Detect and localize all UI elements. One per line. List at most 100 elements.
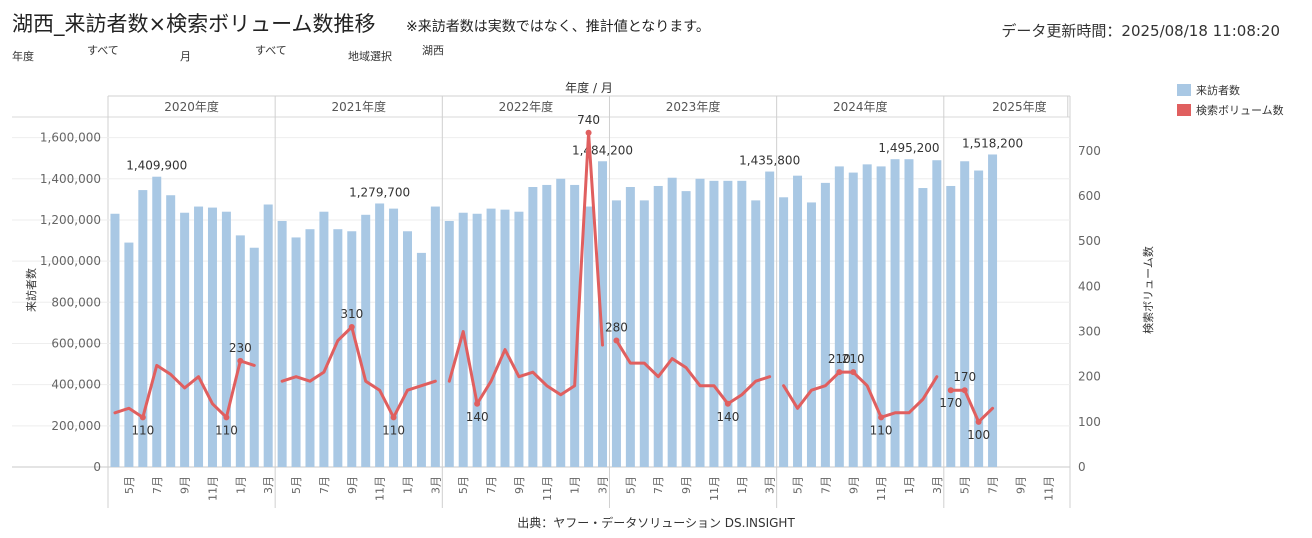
visitor-bar — [430, 206, 440, 467]
visitor-data-label: 1,495,200 — [878, 141, 939, 155]
visitor-bar — [570, 184, 580, 468]
visitor-bar — [806, 202, 816, 468]
y-left-tick-label: 400,000 — [51, 378, 101, 392]
year-header-label: 2021年度 — [331, 99, 386, 114]
search-data-label: 280 — [605, 321, 628, 335]
search-point — [850, 369, 857, 376]
update-time: データ更新時間：2025/08/18 11:08:20 — [1001, 20, 1280, 41]
visitor-bar — [166, 195, 176, 467]
search-point — [975, 418, 982, 425]
x-month-tick-label: 3月 — [262, 476, 275, 494]
legend-item-search[interactable]: 検索ボリューム数 — [1177, 100, 1284, 120]
x-month-tick-label: 5月 — [959, 476, 972, 494]
visitor-bar — [263, 204, 273, 467]
visitor-bar — [848, 172, 858, 467]
visitor-bar — [932, 160, 942, 467]
x-month-tick-label: 7月 — [485, 476, 498, 494]
page-title: 湖西_来訪者数×検索ボリューム数推移 — [12, 12, 376, 36]
x-month-tick-label: 11月 — [875, 476, 888, 501]
legend-label-visitors: 来訪者数 — [1196, 84, 1240, 97]
top-axis-title: 年度 / 月 — [565, 80, 613, 95]
visitor-bar — [667, 177, 677, 467]
visitor-bar — [361, 214, 371, 467]
x-month-tick-label: 7月 — [318, 476, 331, 494]
x-month-tick-label: 1月 — [903, 476, 916, 494]
x-month-tick-label: 7月 — [151, 476, 164, 494]
visitor-bar — [249, 247, 259, 467]
search-data-label: 110 — [131, 423, 154, 437]
visitor-bar — [779, 197, 789, 467]
y-left-tick-label: 1,000,000 — [40, 254, 101, 268]
legend-item-visitors[interactable]: 来訪者数 — [1177, 80, 1284, 100]
search-data-label: 110 — [215, 423, 238, 437]
search-data-label: 740 — [577, 113, 600, 127]
visitor-bar — [305, 229, 315, 467]
visitor-bar — [542, 184, 552, 468]
visitor-bar — [556, 178, 566, 467]
search-point — [836, 369, 843, 376]
y-right-tick-label: 300 — [1078, 325, 1101, 339]
search-volume-line — [280, 325, 437, 419]
y-left-tick-label: 1,200,000 — [40, 213, 101, 227]
visitor-bar — [291, 237, 301, 467]
y-left-axis-title: 来訪者数 — [24, 268, 38, 312]
y-right-tick-label: 0 — [1078, 460, 1086, 474]
filter-month-value[interactable]: すべて — [255, 44, 287, 57]
visitor-bar — [528, 187, 538, 467]
visitor-bar — [500, 209, 510, 467]
source-note: 出典：ヤフー・データソリューション DS.INSIGHT — [517, 516, 795, 530]
search-point — [474, 400, 481, 407]
search-volume-line — [782, 370, 939, 419]
x-month-tick-label: 9月 — [847, 476, 860, 494]
page-subtitle: ※来訪者数は実数ではなく、推計値となります。 — [406, 19, 710, 35]
search-point — [878, 414, 885, 421]
visitor-bar — [389, 208, 399, 467]
visitor-bar — [110, 213, 120, 467]
visitor-bar — [347, 231, 357, 467]
visitor-bar — [793, 175, 803, 468]
visitor-bar — [890, 159, 900, 468]
visitor-bar — [472, 213, 482, 467]
y-right-tick-label: 600 — [1078, 189, 1101, 203]
filter-region-value[interactable]: 湖西 — [422, 44, 444, 57]
x-month-tick-label: 11月 — [206, 476, 219, 501]
visitor-bar — [681, 191, 691, 467]
visitor-bar — [765, 171, 775, 467]
year-header-label: 2022年度 — [499, 99, 554, 114]
legend-swatch-search — [1177, 104, 1191, 116]
x-month-tick-label: 7月 — [652, 476, 665, 494]
x-month-tick-label: 11月 — [1042, 476, 1055, 501]
visitor-bar — [862, 164, 872, 467]
search-point — [348, 324, 355, 330]
visitor-bar — [124, 242, 134, 467]
year-header-label: 2020年度 — [164, 99, 219, 114]
visitor-bar — [444, 220, 454, 467]
visitor-bar — [458, 212, 468, 467]
y-right-tick-label: 700 — [1078, 144, 1101, 158]
visitor-bar — [751, 200, 761, 467]
x-month-tick-label: 1月 — [401, 476, 414, 494]
x-month-tick-label: 9月 — [513, 476, 526, 494]
search-point — [613, 337, 620, 344]
y-right-axis-title: 検索ボリューム数 — [1141, 246, 1155, 334]
search-point — [585, 129, 592, 136]
x-month-tick-label: 11月 — [708, 476, 721, 501]
visitor-bar — [625, 187, 635, 467]
search-point — [237, 357, 244, 364]
search-point — [961, 387, 968, 394]
update-value: 2025/08/18 11:08:20 — [1121, 22, 1280, 40]
filter-region-label: 地域選択 — [348, 50, 392, 63]
visitor-bar — [514, 211, 524, 467]
y-left-tick-label: 1,600,000 — [40, 131, 101, 145]
filter-month-label: 月 — [180, 50, 191, 63]
filter-year-value[interactable]: すべて — [87, 44, 119, 57]
visitor-bar — [194, 206, 204, 467]
legend-swatch-visitors — [1177, 84, 1191, 96]
visitor-bar — [709, 180, 719, 467]
visitor-bar — [402, 231, 412, 467]
x-month-tick-label: 9月 — [179, 476, 192, 494]
x-month-tick-label: 3月 — [764, 476, 777, 494]
update-label: データ更新時間： — [1001, 22, 1122, 40]
visitor-data-label: 1,435,800 — [739, 154, 800, 168]
visitor-bar — [375, 203, 385, 467]
